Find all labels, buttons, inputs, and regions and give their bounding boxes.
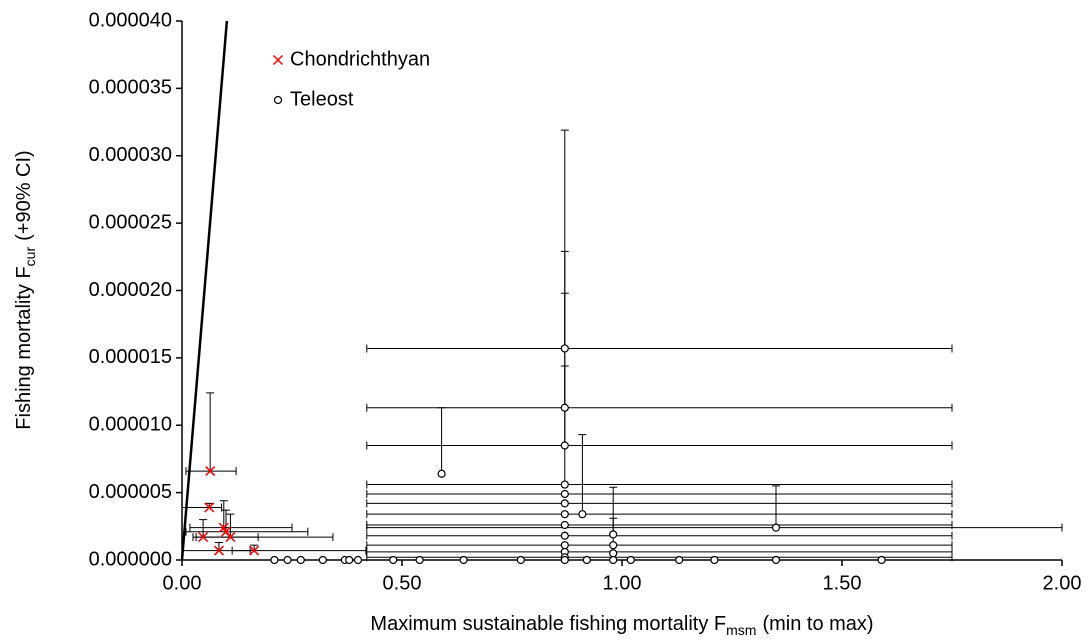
point <box>626 555 635 565</box>
point <box>205 466 216 477</box>
point <box>516 555 525 565</box>
point <box>560 520 569 530</box>
point <box>389 555 398 565</box>
x-error-bar <box>185 527 309 536</box>
x-error-bar <box>366 520 953 529</box>
point <box>771 523 781 532</box>
x-error-bar <box>181 503 223 512</box>
point <box>560 403 569 412</box>
y-tick-label: 0.000010 <box>89 414 172 436</box>
point <box>560 555 569 565</box>
y-error-bar <box>226 513 235 538</box>
point <box>609 549 618 558</box>
y-tick-label: 0.000035 <box>89 77 172 99</box>
y-axis-label-sub: cur <box>22 247 38 267</box>
legend-marker <box>272 54 284 66</box>
point <box>437 469 446 478</box>
x-error-bar <box>366 531 953 540</box>
x-error-bar <box>366 541 953 550</box>
legend-marker <box>273 95 283 105</box>
point <box>578 510 587 519</box>
y-error-bar <box>199 519 208 538</box>
point <box>771 555 781 565</box>
legend-label: Teleost <box>290 88 354 110</box>
y-error-bar <box>772 485 780 528</box>
x-axis-label-sub: msm <box>726 622 756 638</box>
point <box>560 489 569 499</box>
point <box>609 555 618 565</box>
point <box>675 555 684 565</box>
y-error-bar <box>560 365 569 485</box>
point <box>225 532 236 543</box>
point <box>877 555 886 565</box>
point <box>560 510 569 519</box>
y-tick-label: 0.000040 <box>89 9 172 31</box>
y-error-bar <box>206 392 215 472</box>
point <box>609 530 618 539</box>
y-axis-label-tail: (+90% CI) <box>13 150 35 241</box>
point <box>249 545 260 556</box>
y-tick-label: 0.000005 <box>89 481 172 503</box>
point <box>560 499 569 508</box>
point <box>345 555 354 565</box>
y-tick-label: 0.000030 <box>89 144 172 166</box>
legend-label: Chondrichthyan <box>290 48 430 70</box>
y-error-bar <box>214 541 223 551</box>
x-error-bar <box>366 441 953 450</box>
y-error-bar <box>437 407 446 474</box>
point <box>560 441 569 450</box>
point <box>609 541 618 550</box>
point <box>459 555 468 565</box>
x-error-bar <box>189 523 293 532</box>
point <box>283 555 292 565</box>
x-tick-label: 2.00 <box>1043 572 1082 594</box>
y-error-bar <box>219 500 228 528</box>
y-axis-label-text: Fishing mortality F <box>13 266 35 429</box>
x-tick-label: 1.00 <box>603 572 642 594</box>
y-tick-label: 0.000015 <box>89 346 172 368</box>
x-error-bar <box>366 480 953 489</box>
x-error-bar <box>195 533 334 542</box>
y-error-bar <box>222 509 230 532</box>
point <box>213 545 224 556</box>
x-error-bar <box>366 510 953 519</box>
y-tick-label: 0.000025 <box>89 211 172 233</box>
x-error-bar <box>366 499 953 508</box>
x-axis-label-text: Maximum sustainable fishing mortality F <box>370 613 726 635</box>
point <box>296 555 305 565</box>
reference-line <box>180 20 229 561</box>
point <box>710 555 719 565</box>
x-tick-label: 0.50 <box>383 572 422 594</box>
x-axis-label: Maximum sustainable fishing mortality Fm… <box>370 613 873 638</box>
x-tick-label: 1.50 <box>823 572 862 594</box>
x-error-bar <box>366 344 953 353</box>
x-tick-label: 0.00 <box>163 572 202 594</box>
y-axis-label: Fishing mortality Fcur (+90% CI) <box>13 150 38 429</box>
point <box>560 344 569 353</box>
y-tick-label: 0.000000 <box>89 548 172 570</box>
point <box>582 555 591 565</box>
y-error-bar <box>578 434 587 515</box>
point <box>560 541 569 550</box>
x-error-bar <box>366 403 953 412</box>
point <box>560 531 569 540</box>
point <box>318 555 327 565</box>
x-error-bar <box>366 547 953 556</box>
point <box>270 555 279 565</box>
point <box>198 532 209 543</box>
x-error-bar <box>366 489 953 498</box>
point <box>415 555 424 565</box>
point <box>560 480 569 489</box>
y-tick-label: 0.000020 <box>89 279 172 301</box>
point <box>353 555 363 565</box>
point <box>204 502 215 513</box>
x-axis-label-tail: (min to max) <box>762 613 873 635</box>
